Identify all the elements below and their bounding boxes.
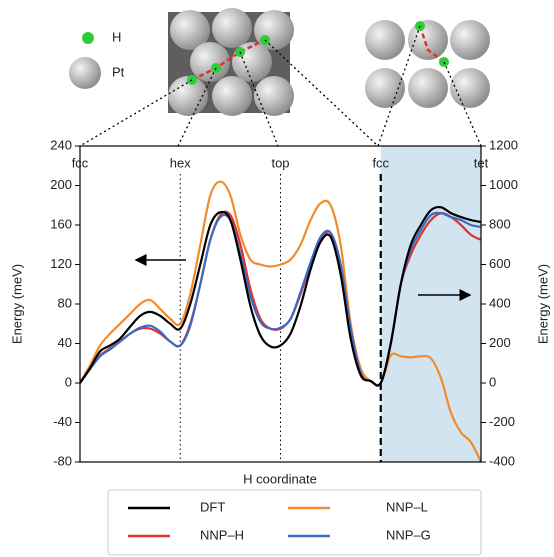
- legend-label: NNP–H: [200, 527, 244, 542]
- pt-atom-icon: [69, 57, 101, 89]
- x-tick-label: fcc: [372, 155, 389, 170]
- plot-frame: [79, 145, 482, 463]
- inset-pointers: [79, 25, 482, 147]
- series-line: [80, 205, 481, 387]
- y2-tick-label: -200: [489, 414, 515, 429]
- y-tick-label: 160: [50, 216, 72, 231]
- h-atom-icon: [82, 32, 94, 44]
- y-tick-label: 0: [65, 374, 72, 389]
- y-tick-label: 240: [50, 137, 72, 152]
- y2-tick-label: 1000: [489, 177, 518, 192]
- y-axis-label: Energy (meV): [9, 264, 24, 344]
- y-tick-label: 200: [50, 177, 72, 192]
- inset-side-view: [365, 12, 490, 110]
- x-tick-label: hex: [170, 155, 191, 170]
- y2-tick-label: 800: [489, 216, 511, 231]
- y-tick-label: -40: [53, 414, 72, 429]
- y2-tick-label: 1200: [489, 137, 518, 152]
- y2-tick-label: 600: [489, 256, 511, 271]
- legend-label: NNP–L: [386, 499, 428, 514]
- y2-tick-label: 200: [489, 335, 511, 350]
- legend-label: DFT: [200, 499, 225, 514]
- x-axis-label: H coordinate: [243, 471, 317, 486]
- shaded-region: [380, 146, 481, 462]
- y2-tick-label: -400: [489, 453, 515, 468]
- y2-tick-label: 0: [489, 374, 496, 389]
- x-tick-label: top: [271, 155, 289, 170]
- key-label: Pt: [112, 64, 125, 79]
- y2-axis-label: Energy (meV): [535, 264, 550, 344]
- inset-top-view: [168, 8, 294, 116]
- legend-label: NNP–G: [386, 527, 431, 542]
- y-tick-label: -80: [53, 453, 72, 468]
- series-line: [80, 211, 481, 387]
- y-tick-label: 120: [50, 256, 72, 271]
- y-tick-label: 80: [58, 295, 72, 310]
- legend: [107, 489, 482, 556]
- key-label: H: [112, 29, 121, 44]
- y-tick-label: 40: [58, 335, 72, 350]
- series-line: [80, 180, 481, 462]
- y2-tick-label: 400: [489, 295, 511, 310]
